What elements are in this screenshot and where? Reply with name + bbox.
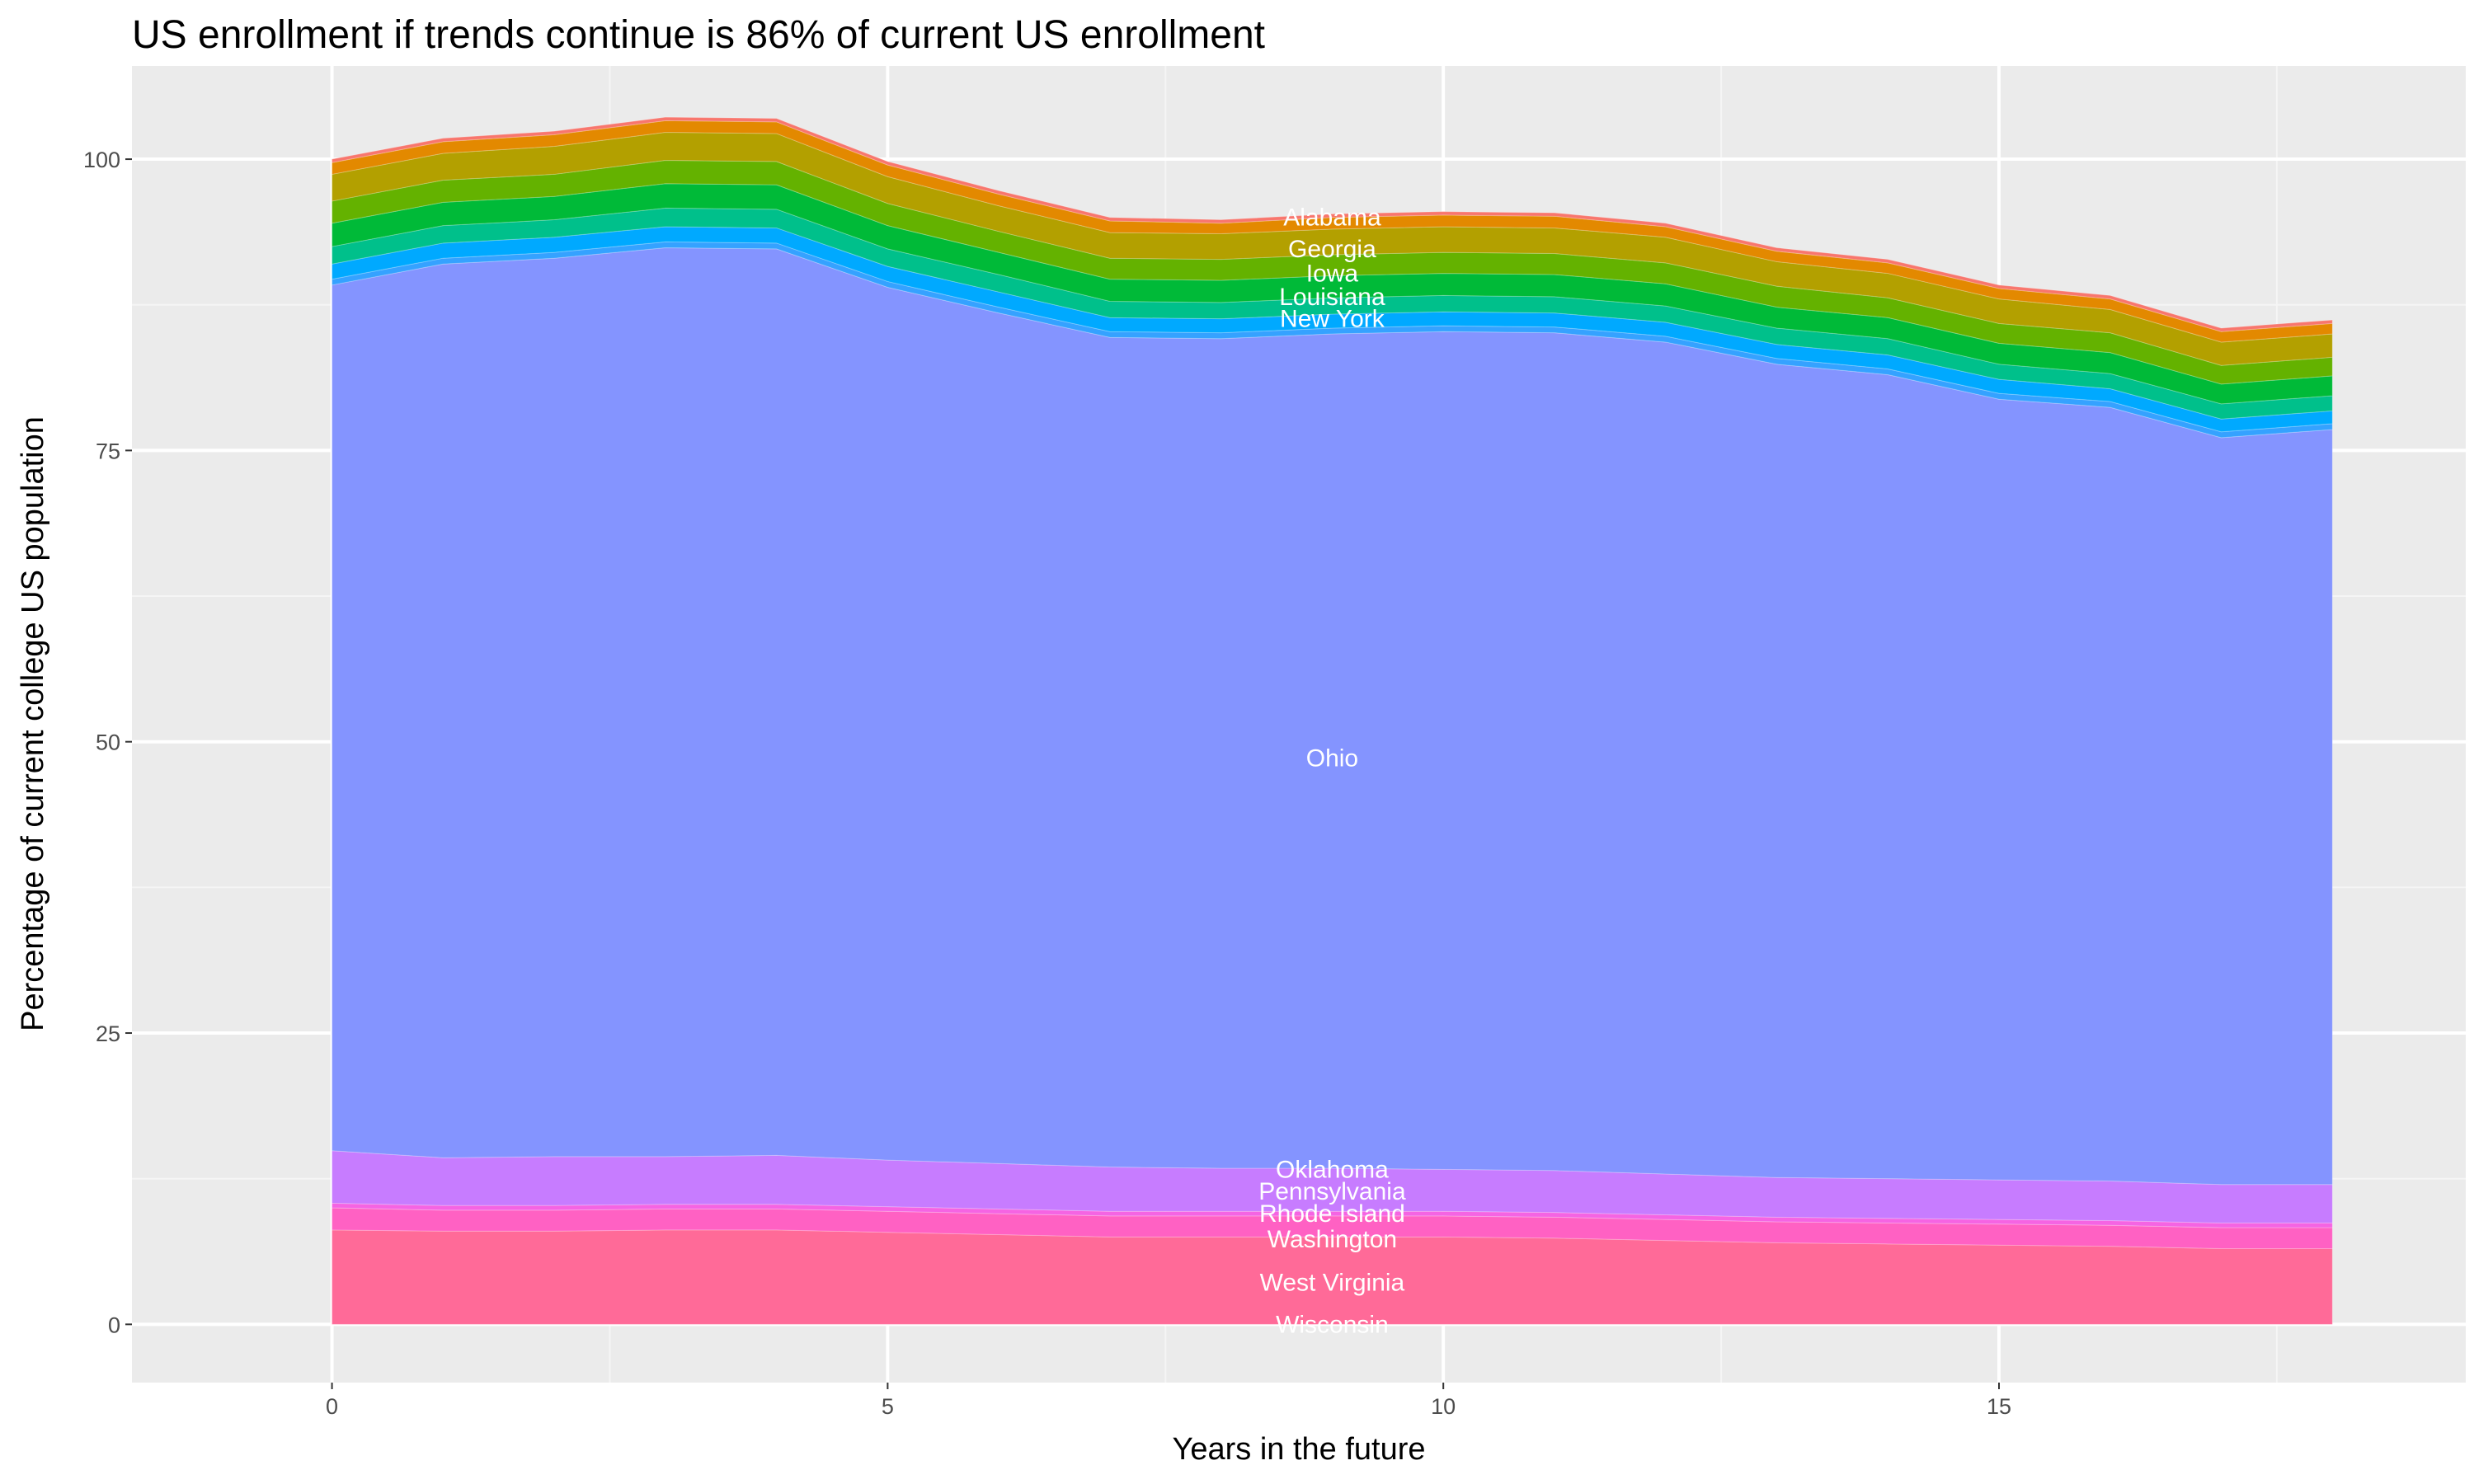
area-layer-4: [332, 247, 2333, 1186]
x-tick-label: 0: [326, 1394, 338, 1419]
y-tick-label: 100: [83, 148, 120, 172]
chart-title: US enrollment if trends continue is 86% …: [132, 13, 1265, 57]
y-tick-label: 50: [96, 730, 120, 755]
x-axis-title: Years in the future: [1172, 1432, 1425, 1467]
y-tick-label: 0: [108, 1313, 120, 1337]
x-tick-label: 10: [1431, 1394, 1456, 1419]
area-label: Iowa: [1306, 261, 1359, 288]
area-layer-11: [332, 120, 2333, 343]
y-tick-label: 25: [96, 1021, 120, 1046]
area-label: Georgia: [1288, 236, 1376, 263]
x-axis-ticks: 0 5 10 15: [326, 1383, 2011, 1419]
area-layer-1: [332, 1207, 2333, 1249]
area-layer-7: [332, 207, 2333, 420]
area-layer-9: [332, 159, 2333, 385]
area-layers: [332, 116, 2333, 1325]
area-label: Ohio: [1306, 744, 1358, 772]
area-layer-6: [332, 226, 2333, 433]
x-tick-label: 5: [882, 1394, 894, 1419]
x-tick-label: 15: [1987, 1394, 2011, 1419]
area-label: Rhode Island: [1259, 1200, 1405, 1228]
y-axis-ticks: 0 25 50 75 100: [83, 148, 132, 1337]
area-label: Louisiana: [1279, 284, 1385, 311]
y-tick-label: 75: [96, 439, 120, 463]
area-label: Wisconsin: [1276, 1311, 1389, 1338]
area-label: New York: [1280, 306, 1385, 333]
area-label: Oklahoma: [1276, 1156, 1389, 1183]
area-layer-10: [332, 132, 2333, 366]
area-layer-5: [332, 241, 2333, 439]
area-label: Washington: [1268, 1226, 1397, 1253]
area-label: Pennsylvania: [1258, 1178, 1406, 1205]
area-layer-8: [332, 183, 2333, 405]
area-label: Alabama: [1283, 204, 1381, 232]
area-label: West Virginia: [1260, 1269, 1405, 1296]
area-layer-12: [332, 116, 2333, 332]
y-axis-title: Percentage of current college US populat…: [16, 416, 50, 1031]
